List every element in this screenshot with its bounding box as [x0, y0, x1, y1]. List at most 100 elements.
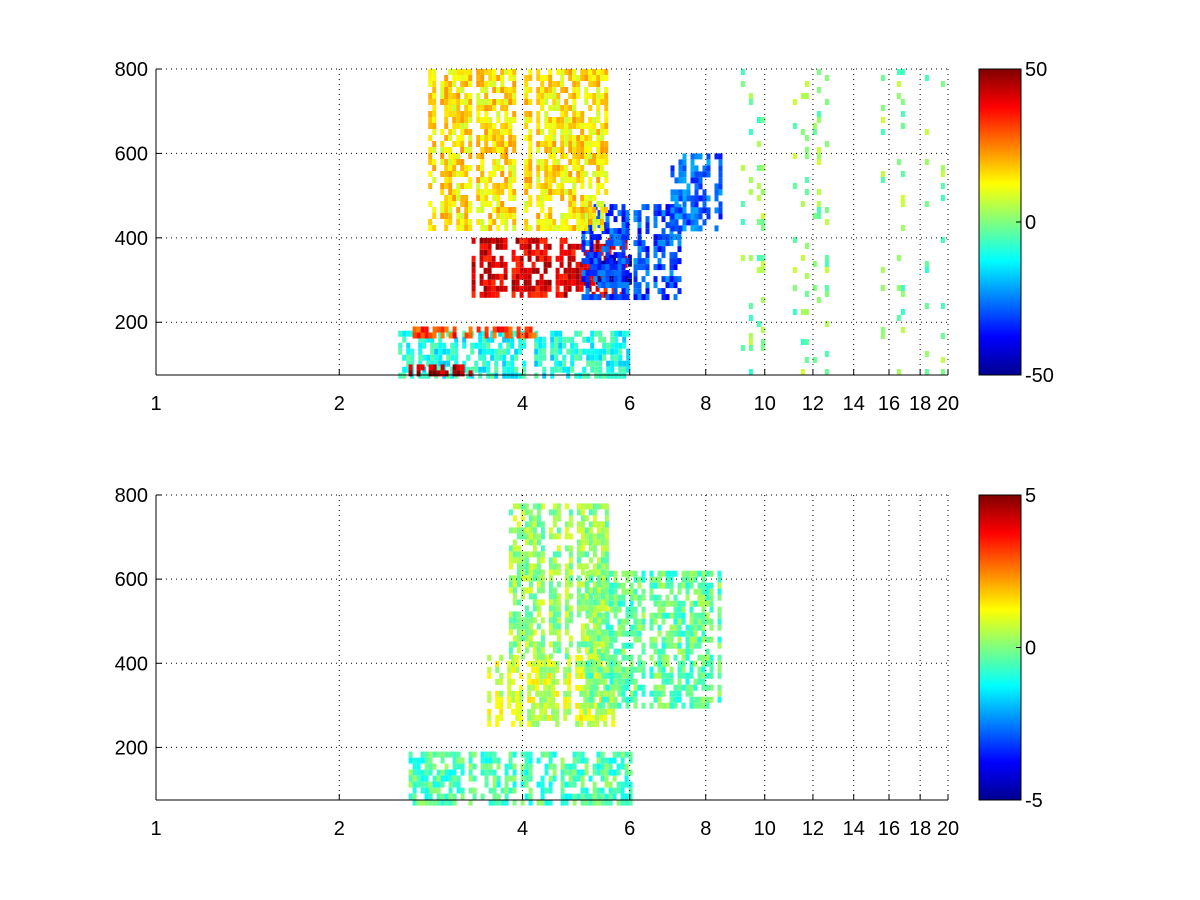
heatmap-cell [580, 117, 585, 123]
heatmap-cell [495, 690, 500, 697]
heatmap-cell [800, 309, 805, 315]
heatmap-cell [689, 570, 694, 577]
heatmap-cell [436, 799, 441, 806]
heatmap-cell [474, 342, 479, 349]
heatmap-cell [444, 799, 449, 806]
heatmap-cell [536, 781, 541, 788]
heatmap-cell [516, 617, 521, 624]
heatmap-cell [622, 330, 627, 337]
heatmap-cell [543, 696, 548, 703]
heatmap-cell [629, 570, 634, 577]
heatmap-cell [468, 763, 473, 770]
heatmap-cell [511, 696, 516, 703]
heatmap-cell [479, 279, 484, 286]
heatmap-cell [504, 225, 509, 231]
heatmap-cell [510, 336, 515, 343]
heatmap-cell [689, 630, 694, 637]
heatmap-cell [637, 228, 642, 235]
heatmap-cell [536, 177, 541, 183]
heatmap-cell [516, 551, 521, 558]
heatmap-cell [661, 672, 666, 679]
heatmap-cell [518, 336, 523, 343]
heatmap-cell [556, 69, 561, 75]
heatmap-cell [478, 342, 483, 349]
heatmap-cell [601, 612, 606, 619]
heatmap-cell [504, 177, 509, 183]
heatmap-cell [588, 539, 593, 546]
heatmap-cell [689, 690, 694, 697]
heatmap-cell [624, 799, 629, 806]
heatmap-cell [432, 75, 437, 81]
heatmap-cell [547, 672, 552, 679]
heatmap-cell [486, 336, 491, 343]
heatmap-cell [527, 696, 532, 703]
heatmap-cell [551, 702, 556, 709]
heatmap-cell [488, 81, 493, 87]
heatmap-cell [508, 629, 513, 636]
heatmap-cell [609, 666, 614, 673]
heatmap-cell [645, 204, 650, 211]
heatmap-cell [633, 696, 638, 703]
heatmap-cell [596, 539, 601, 546]
heatmap-cell [504, 147, 509, 153]
heatmap-cell [580, 527, 585, 534]
heatmap-cell [812, 357, 817, 363]
heatmap-cell [594, 372, 599, 379]
heatmap-cell [587, 279, 592, 286]
heatmap-cell [535, 249, 540, 256]
heatmap-cell [499, 243, 504, 250]
heatmap-cell [430, 348, 435, 355]
heatmap-cell [528, 111, 533, 117]
heatmap-cell [568, 557, 573, 564]
heatmap-cell [596, 189, 601, 195]
heatmap-cell [609, 624, 614, 631]
heatmap-cell [617, 264, 622, 271]
heatmap-cell [452, 171, 457, 177]
heatmap-cell [665, 294, 670, 301]
heatmap-cell [487, 690, 492, 697]
x-tick-label: 14 [843, 818, 865, 840]
heatmap-cell [476, 99, 481, 105]
heatmap-cell [629, 678, 634, 685]
heatmap-cell [580, 165, 585, 171]
heatmap-cell [637, 210, 642, 217]
heatmap-cell [661, 216, 666, 223]
heatmap-cell [552, 105, 557, 111]
heatmap-cell [515, 696, 520, 703]
heatmap-cell [524, 781, 529, 788]
heatmap-cell [448, 129, 453, 135]
heatmap-cell [552, 769, 557, 776]
heatmap-cell [444, 135, 449, 141]
heatmap-cell [567, 243, 572, 250]
heatmap-cell [556, 165, 561, 171]
heatmap-cell [689, 612, 694, 619]
heatmap-cell [560, 135, 565, 141]
heatmap-cell [579, 261, 584, 268]
heatmap-cell [556, 629, 561, 636]
heatmap-cell [516, 533, 521, 540]
heatmap-cell [681, 666, 686, 673]
heatmap-cell [512, 177, 517, 183]
heatmap-cell [511, 279, 516, 286]
heatmap-cell [576, 587, 581, 594]
heatmap-cell [547, 702, 552, 709]
heatmap-cell [556, 611, 561, 618]
heatmap-cell [584, 593, 589, 600]
heatmap-cell [670, 195, 675, 202]
heatmap-cell [661, 264, 666, 271]
heatmap-cell [670, 189, 675, 196]
heatmap-cell [580, 213, 585, 219]
heatmap-cell [412, 781, 417, 788]
heatmap-cell [609, 684, 614, 691]
heatmap-cell [608, 781, 613, 788]
heatmap-cell [669, 642, 674, 649]
heatmap-cell [572, 781, 577, 788]
heatmap-cell [540, 527, 545, 534]
y-tick-label: 600 [115, 143, 148, 165]
heatmap-cell [552, 617, 557, 624]
heatmap-cell [532, 533, 537, 540]
heatmap-cell [604, 141, 609, 147]
heatmap-cell [600, 171, 605, 177]
heatmap-cell [604, 111, 609, 117]
